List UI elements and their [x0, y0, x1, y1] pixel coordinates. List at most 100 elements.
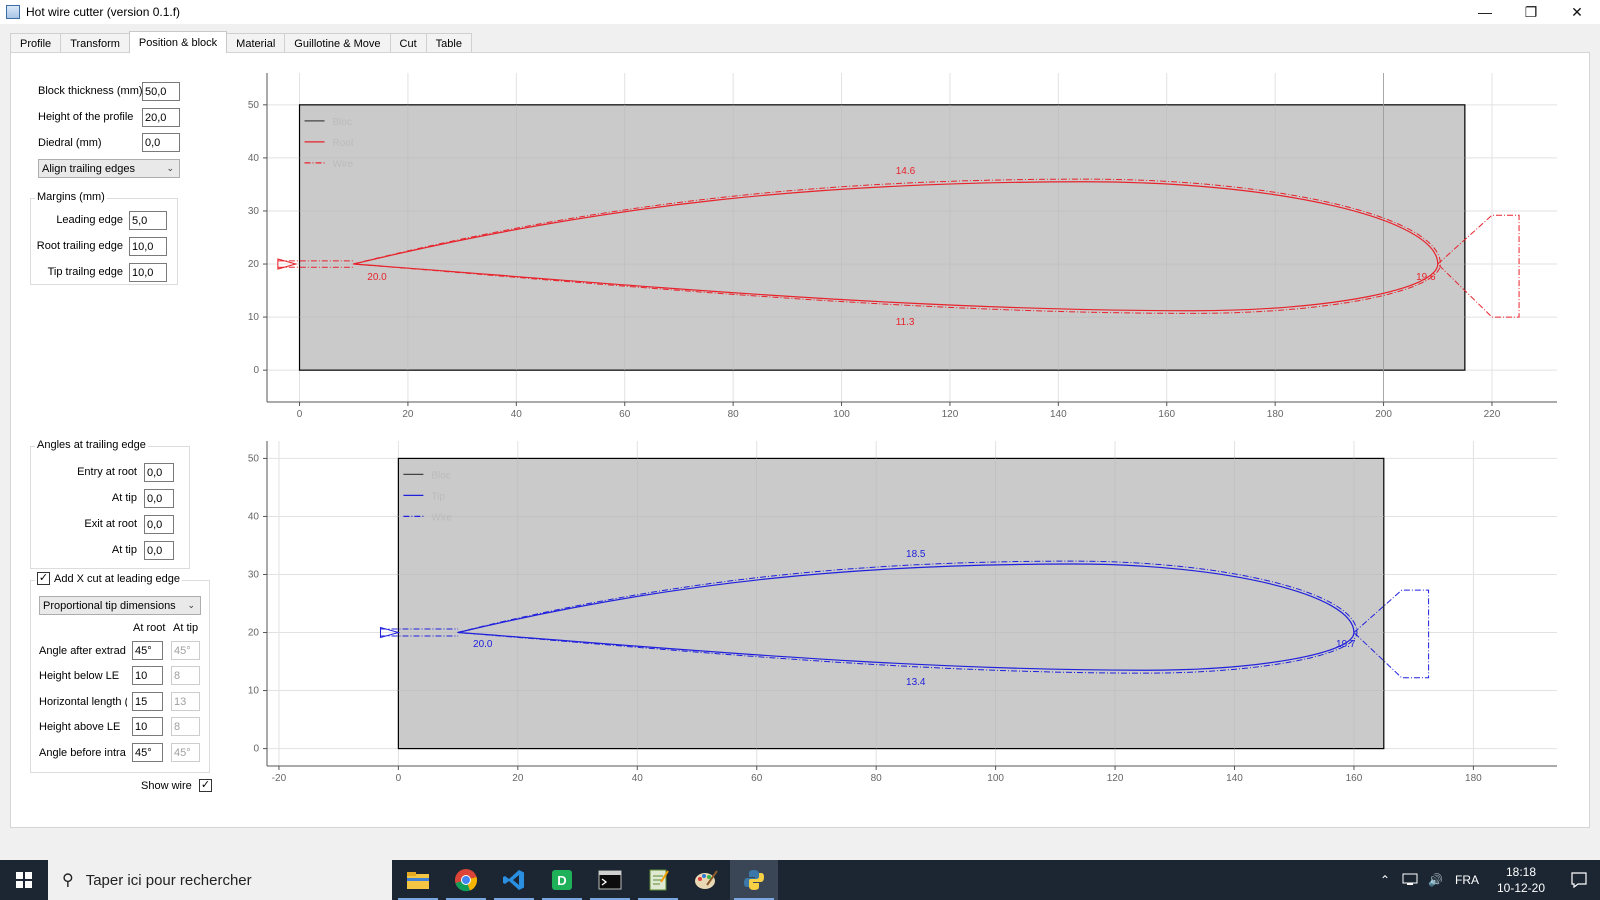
python-icon[interactable] — [730, 860, 778, 900]
legend-label: Wire — [431, 512, 452, 523]
height-above-le-tip-input — [171, 717, 200, 736]
terminal-icon[interactable] — [586, 860, 634, 900]
dimension-label: 18.5 — [906, 549, 926, 560]
dimension-label: 20.0 — [367, 272, 387, 283]
window-controls: — ❐ ✕ — [1462, 0, 1600, 24]
checkmark-icon: ✓ — [38, 572, 49, 584]
tab-cut[interactable]: Cut — [389, 33, 427, 53]
align-select[interactable]: Align trailing edges ⌄ — [38, 159, 180, 178]
y-tick-label: 20 — [248, 259, 260, 270]
horizontal-length-root-input[interactable] — [132, 692, 163, 711]
horizontal-length-label: Horizontal length ( — [39, 696, 127, 708]
taskbar-clock[interactable]: 18:18 10-12-20 — [1486, 864, 1556, 896]
tab-material[interactable]: Material — [226, 33, 286, 53]
chrome-icon[interactable] — [442, 860, 490, 900]
chevron-down-icon: ⌄ — [187, 600, 195, 610]
legend-label: Wire — [333, 159, 354, 170]
file-explorer-icon[interactable] — [394, 860, 442, 900]
tab-guillotine-move[interactable]: Guillotine & Move — [284, 33, 391, 53]
minimize-button[interactable]: — — [1478, 4, 1492, 20]
exit-wire — [1353, 589, 1430, 679]
language-indicator[interactable]: FRA — [1455, 873, 1480, 887]
exit-tip-input[interactable] — [144, 541, 174, 560]
align-select-value: Align trailing edges — [42, 162, 135, 175]
angle-before-intra-label: Angle before intra — [39, 747, 126, 759]
y-tick-label: 40 — [248, 153, 260, 164]
y-tick-label: 0 — [253, 744, 259, 755]
tab-transform[interactable]: Transform — [60, 33, 130, 53]
height-below-le-root-input[interactable] — [132, 666, 163, 685]
system-tray: ⌃ 🔊 FRA — [1380, 860, 1479, 900]
entry-tip-input[interactable] — [144, 489, 174, 508]
volume-icon[interactable]: 🔊 — [1428, 873, 1444, 887]
profile-height-input[interactable] — [142, 108, 180, 127]
entry-root-input[interactable] — [144, 463, 174, 482]
y-tick-label: 40 — [248, 511, 260, 522]
x-tick-label: 60 — [751, 773, 763, 784]
block-thickness-input[interactable] — [142, 82, 180, 101]
x-tick-label: 180 — [1267, 409, 1284, 420]
taskbar: ⚲ Taper ici pour rechercher D ⌃ 🔊 FR — [0, 860, 1600, 900]
checkmark-icon: ✓ — [200, 779, 211, 791]
exit-tip-label: At tip — [111, 544, 137, 556]
y-tick-label: 50 — [248, 453, 260, 464]
dimension-label: 20.0 — [473, 639, 493, 650]
legend-label: Tip — [431, 491, 445, 502]
x-tick-label: 0 — [396, 773, 402, 784]
height-above-le-label: Height above LE — [39, 721, 121, 733]
dimension-label: 19.7 — [1336, 639, 1356, 650]
leading-edge-input[interactable] — [129, 211, 167, 230]
height-below-le-tip-input — [171, 666, 200, 685]
angle-before-intra-root-input[interactable] — [132, 743, 163, 762]
entry-tip-label: At tip — [111, 492, 137, 504]
tip-dimensions-select[interactable]: Proportional tip dimensions ⌄ — [39, 596, 201, 615]
title-bar: Hot wire cutter (version 0.1.f) — ❐ ✕ — [0, 0, 1600, 24]
start-button[interactable] — [0, 860, 48, 900]
restore-button[interactable]: ❐ — [1524, 3, 1538, 20]
position-block-panel: Block thickness (mm) Height of the profi… — [10, 52, 1590, 828]
chevron-down-icon: ⌄ — [166, 163, 174, 173]
horizontal-length-tip-input — [171, 692, 200, 711]
dbeaver-icon[interactable]: D — [538, 860, 586, 900]
diedral-input[interactable] — [142, 133, 180, 152]
tab-profile[interactable]: Profile — [10, 33, 62, 53]
app-icon — [6, 5, 20, 19]
x-tick-label: 80 — [871, 773, 883, 784]
tab-table[interactable]: Table — [425, 33, 472, 53]
exit-root-input[interactable] — [144, 515, 174, 534]
profile-height-label: Height of the profile — [38, 111, 134, 123]
exit-root-label: Exit at root — [84, 518, 137, 530]
paint-icon[interactable] — [682, 860, 730, 900]
notifications-icon[interactable] — [1570, 871, 1588, 892]
windows-icon — [16, 872, 32, 888]
tip-trailing-edge-input[interactable] — [129, 263, 167, 282]
search-icon: ⚲ — [62, 872, 74, 889]
app-running-indicator — [398, 898, 438, 900]
vscode-icon[interactable] — [490, 860, 538, 900]
x-tick-label: 120 — [1107, 773, 1124, 784]
show-wire-checkbox[interactable]: ✓ — [199, 779, 212, 792]
svg-text:D: D — [557, 873, 566, 888]
chevron-up-icon[interactable]: ⌃ — [1380, 873, 1391, 887]
y-tick-label: 30 — [248, 569, 260, 580]
legend-label: Bloc — [431, 470, 450, 481]
network-icon[interactable] — [1402, 872, 1418, 889]
root-trailing-edge-input[interactable] — [129, 237, 167, 256]
close-button[interactable]: ✕ — [1571, 3, 1583, 20]
x-tick-label: 60 — [619, 409, 631, 420]
wire-curve — [352, 178, 1441, 314]
angle-after-extrad-root-input[interactable] — [132, 641, 163, 660]
entry-arrow — [277, 258, 298, 270]
y-tick-label: 30 — [248, 206, 260, 217]
app-running-indicator — [446, 898, 486, 900]
col-at-tip-label: At tip — [173, 622, 199, 634]
height-above-le-root-input[interactable] — [132, 717, 163, 736]
x-tick-label: 40 — [632, 773, 644, 784]
y-tick-label: 0 — [253, 365, 259, 376]
xcut-checkbox[interactable]: ✓ — [37, 572, 50, 585]
legend-label: Root — [333, 138, 354, 149]
x-tick-label: 20 — [402, 409, 414, 420]
notepad-icon[interactable] — [634, 860, 682, 900]
taskbar-search[interactable]: ⚲ Taper ici pour rechercher — [48, 860, 392, 900]
tab-position-block[interactable]: Position & block — [128, 31, 228, 53]
